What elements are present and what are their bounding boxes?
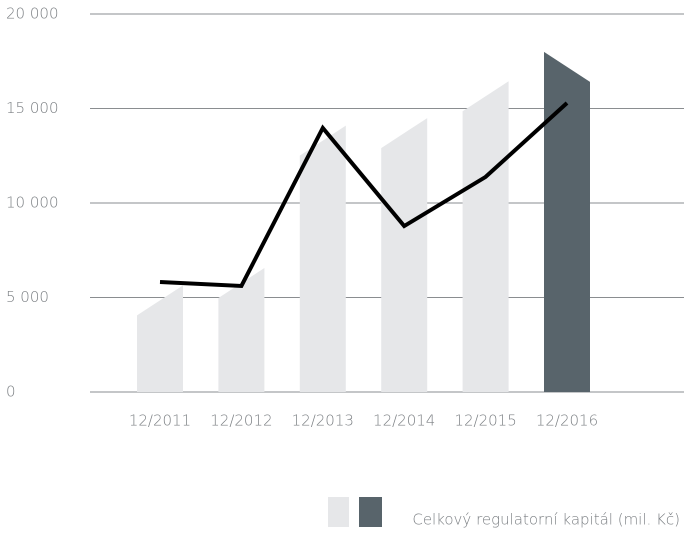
y-tick-label: 0 — [6, 383, 16, 401]
legend-label: Celkový regulatorní kapitál (mil. Kč) — [412, 511, 680, 529]
x-tick-label: 12/2012 — [210, 412, 272, 430]
x-tick-label: 12/2011 — [129, 412, 191, 430]
x-tick-label: 12/2014 — [373, 412, 435, 430]
bar — [299, 125, 346, 392]
y-tick-label: 15 000 — [6, 99, 59, 117]
line — [159, 101, 569, 289]
y-tick-label: 10 000 — [6, 194, 59, 212]
bar — [137, 285, 183, 392]
legend-icon-dark — [359, 497, 382, 527]
x-tick-label: 12/2015 — [454, 412, 516, 430]
bar — [462, 81, 509, 392]
legend-icon-light — [328, 497, 349, 527]
x-tick-label: 12/2016 — [536, 412, 598, 430]
y-tick-label: 5 000 — [6, 288, 49, 306]
y-tick-label: 20 000 — [6, 5, 59, 23]
x-tick-label: 12/2013 — [292, 412, 354, 430]
bar — [381, 118, 428, 392]
bar — [544, 51, 590, 393]
bar — [218, 267, 265, 392]
